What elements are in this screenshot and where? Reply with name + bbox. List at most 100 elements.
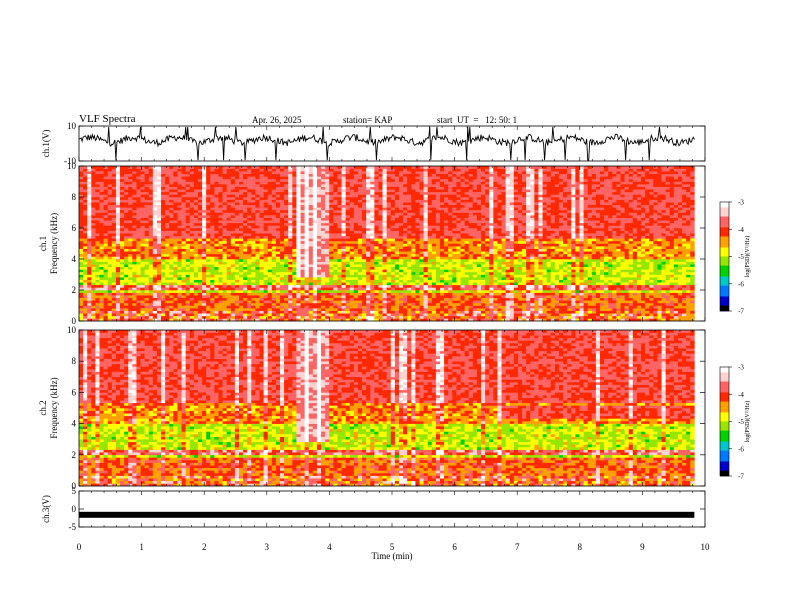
spectrogram-cell bbox=[226, 173, 232, 177]
spectrogram-cell bbox=[288, 315, 293, 319]
spectrogram-cell bbox=[403, 253, 408, 257]
spectrogram-cell bbox=[91, 181, 96, 185]
spectrogram-cell bbox=[206, 253, 211, 257]
date-label: Apr. 26, 2025 bbox=[252, 115, 302, 125]
spectrogram-cell bbox=[296, 243, 301, 247]
spectrogram-cell bbox=[251, 287, 256, 291]
spectrogram-cell bbox=[181, 171, 186, 175]
spectrogram-cell bbox=[243, 228, 248, 231]
spectrogram-cell bbox=[144, 222, 150, 226]
spectrogram-cell bbox=[210, 308, 215, 311]
spectrogram-cell bbox=[316, 194, 322, 198]
spectrogram-cell bbox=[185, 186, 191, 190]
spectrogram-cell bbox=[103, 225, 109, 229]
spectrogram-cell bbox=[296, 246, 301, 249]
spectrogram-cell bbox=[316, 176, 322, 180]
spectrogram-cell bbox=[156, 189, 162, 193]
spectrogram-cell bbox=[177, 228, 182, 231]
spectrogram-cell bbox=[234, 212, 240, 216]
spectrogram-cell bbox=[243, 204, 248, 208]
spectrogram-cell bbox=[353, 282, 359, 286]
spectrogram-cell bbox=[316, 310, 322, 314]
spectrogram-cell bbox=[222, 228, 227, 231]
spectrogram-cell bbox=[271, 264, 277, 268]
spectrogram-cell bbox=[181, 253, 186, 257]
spectrogram-cell bbox=[345, 274, 351, 278]
spectrogram-cell bbox=[394, 191, 400, 195]
spectrogram-cell bbox=[218, 233, 223, 237]
spectrogram-cell bbox=[312, 230, 318, 234]
spectrogram-cell bbox=[169, 189, 174, 193]
spectrogram-cell bbox=[357, 315, 363, 319]
spectrogram-cell bbox=[197, 225, 203, 229]
spectrogram-cell bbox=[144, 295, 150, 299]
spectrogram-cell bbox=[349, 202, 355, 206]
spectrogram-cell bbox=[284, 246, 289, 249]
spectrogram-cell bbox=[267, 233, 273, 237]
spectrogram-cell bbox=[197, 246, 203, 249]
spectrogram-cell bbox=[107, 184, 113, 187]
spectrogram-cell bbox=[132, 297, 137, 301]
spectrogram-cell bbox=[107, 266, 113, 270]
spectrogram-cell bbox=[115, 233, 121, 237]
spectrogram-cell bbox=[247, 202, 252, 206]
spectrogram-cell bbox=[296, 191, 301, 195]
spectrogram-cell bbox=[230, 261, 236, 265]
spectrogram-cell bbox=[197, 308, 203, 311]
spectrogram-cell bbox=[259, 171, 264, 175]
spectrogram-cell bbox=[329, 186, 334, 190]
spectrogram-cell bbox=[103, 282, 109, 286]
spectrogram-cell bbox=[79, 243, 84, 247]
spectrogram-cell bbox=[140, 253, 145, 257]
spectrogram-cell bbox=[165, 279, 170, 283]
spectrogram-cell bbox=[288, 295, 293, 299]
spectrogram-cell bbox=[165, 261, 170, 265]
spectrogram-cell bbox=[341, 308, 346, 311]
spectrogram-cell bbox=[169, 233, 174, 237]
spectrogram-cell bbox=[304, 217, 310, 221]
spectrogram-cell bbox=[378, 220, 383, 224]
spectrogram-cell bbox=[243, 197, 248, 200]
spectrogram-cell bbox=[349, 295, 355, 299]
spectrogram-cell bbox=[267, 253, 273, 257]
spectrogram-cell bbox=[362, 173, 367, 177]
spectrogram-cell bbox=[132, 256, 137, 260]
spectrogram-cell bbox=[337, 202, 342, 206]
spectrogram-cell bbox=[407, 300, 412, 304]
spectrogram-cell bbox=[403, 207, 408, 211]
spectrogram-cell bbox=[177, 290, 182, 293]
spectrogram-cell bbox=[386, 225, 392, 229]
spectrogram-cell bbox=[271, 173, 277, 177]
spectrogram-cell bbox=[165, 173, 170, 177]
spectrogram-cell bbox=[132, 313, 137, 317]
spectrogram-cell bbox=[243, 292, 248, 296]
spectrogram-cell bbox=[357, 251, 363, 255]
spectrogram-cell bbox=[120, 274, 125, 278]
spectrogram-cell bbox=[218, 222, 223, 226]
spectrogram-cell bbox=[202, 297, 207, 301]
spectrogram-cell bbox=[394, 305, 400, 309]
spectrogram-cell bbox=[394, 284, 400, 288]
spectrogram-cell bbox=[173, 189, 178, 193]
spectrogram-cell bbox=[115, 228, 121, 231]
spectrogram-cell bbox=[87, 191, 92, 195]
spectrogram-cell bbox=[156, 243, 162, 247]
spectrogram-cell bbox=[337, 251, 342, 255]
spectrogram-cell bbox=[271, 318, 277, 322]
spectrogram-cell bbox=[316, 215, 322, 218]
spectrogram-cell bbox=[156, 264, 162, 268]
spectrogram-cell bbox=[152, 240, 158, 244]
spectrogram-cell bbox=[292, 194, 297, 198]
spectrogram-cell bbox=[349, 181, 355, 185]
spectrogram-cell bbox=[197, 269, 203, 273]
spectrogram-cell bbox=[152, 202, 158, 206]
spectrogram-cell bbox=[259, 253, 264, 257]
spectrogram-cell bbox=[95, 189, 100, 193]
spectrogram-cell bbox=[349, 271, 355, 275]
spectrogram-cell bbox=[107, 308, 113, 311]
spectrogram-cell bbox=[115, 259, 121, 262]
spectrogram-cell bbox=[349, 173, 355, 177]
spectrogram-cell bbox=[378, 292, 383, 296]
spectrogram-cell bbox=[91, 235, 96, 239]
spectrogram-cell bbox=[156, 279, 162, 283]
